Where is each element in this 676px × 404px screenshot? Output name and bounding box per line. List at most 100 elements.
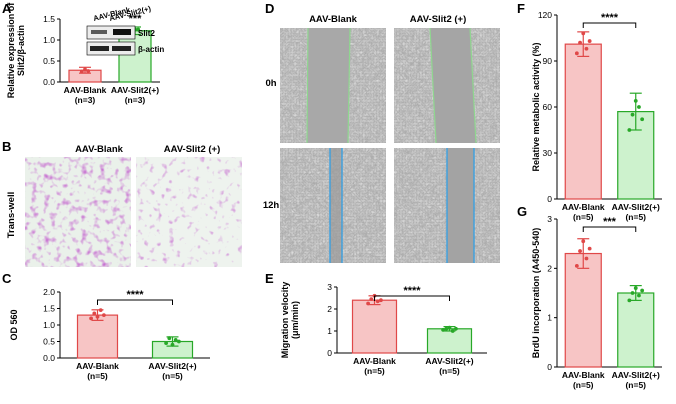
wound-edge <box>469 27 477 144</box>
blot-band-label: Slit2 <box>138 29 155 38</box>
significance-label: *** <box>603 216 617 228</box>
data-point <box>89 316 93 321</box>
bar <box>426 328 473 354</box>
y-tick-label: 1 <box>547 313 552 323</box>
y-tick-label: 90 <box>543 56 553 66</box>
transwell-row-label: Trans-well <box>6 192 17 238</box>
y-tick-label: 0 <box>327 348 332 358</box>
category-label: AAV-Slit2(+) (n=5) <box>148 361 196 381</box>
blot-band <box>112 46 131 51</box>
significance-label: *** <box>129 13 143 25</box>
y-tick-label: 2 <box>547 263 552 273</box>
western-blot-inset: AAV-Blank AAV-Slit2(+) Slit2 β-actin <box>86 4 164 56</box>
y-tick-label: 120 <box>538 10 552 20</box>
category-label: AAV-Blank (n=5) <box>562 202 605 222</box>
transwell-images: AAV-Blank AAV-Slit2 (+) Trans-well <box>6 144 242 267</box>
y-axis-label: Migration velocity(μm/min) <box>280 282 300 359</box>
y-tick-label: 0.5 <box>43 56 55 66</box>
blot-band-label: β-actin <box>138 45 164 54</box>
data-point <box>633 98 638 103</box>
category-label: AAV-Blank (n=5) <box>76 361 119 381</box>
chart-c: 0.0 0.5 1.0 1.5 2.0 OD 560 AAV-Blank (n=5) AAV-S… <box>9 287 210 381</box>
category-label: AAV-Blank (n=5) <box>562 370 605 390</box>
data-point <box>92 311 97 316</box>
y-axis-label: BrdU incorporation (A450-540) <box>531 228 541 359</box>
data-point <box>79 69 84 74</box>
chart-e: 0 1 2 3 Migration velocity(μm/min) AAV-Blank(… <box>280 282 487 376</box>
bar <box>351 299 398 354</box>
bar <box>564 43 602 200</box>
data-point <box>630 112 635 117</box>
y-tick-label: 2.0 <box>43 287 55 297</box>
y-tick-label: 1.0 <box>43 320 55 330</box>
data-point <box>177 339 181 344</box>
data-point <box>574 51 579 56</box>
significance-label: **** <box>403 285 421 297</box>
transwell-cells-blank <box>25 157 131 267</box>
y-axis-label: OD 560 <box>9 309 19 340</box>
scratch-gap <box>330 148 342 263</box>
data-point <box>578 40 582 45</box>
category-label: AAV-Slit2(+) (n=5) <box>425 356 473 376</box>
significance-bracket <box>582 226 637 232</box>
significance-bracket <box>97 299 173 305</box>
data-point <box>637 105 641 109</box>
chart-f: 0 30 60 90 120 Relative metabolic activity (%… <box>531 10 662 222</box>
scratch-header: AAV-Blank <box>309 14 358 25</box>
data-point <box>167 336 172 341</box>
scratch-row-label: 0h <box>265 78 276 89</box>
bar <box>76 314 119 359</box>
data-point <box>584 46 589 51</box>
data-point <box>444 326 449 331</box>
category-label: AAV-Slit2(+) (n=5) <box>612 202 660 222</box>
y-axis-label: Relative expression ofSlit2/β-actin <box>6 2 26 99</box>
wound-edge <box>347 27 351 144</box>
category-label: AAV-Slit2(+) (n=3) <box>111 85 159 105</box>
scratch-gap <box>430 28 476 143</box>
data-point <box>637 293 641 298</box>
significance-label: **** <box>126 289 144 301</box>
scratch-images: AAV-Blank AAV-Slit2 (+) 0h 12h <box>263 14 500 263</box>
y-tick-label: 1.0 <box>43 35 55 45</box>
y-tick-label: 30 <box>543 148 553 158</box>
transwell-cells-slit2 <box>136 157 242 267</box>
category-label: AAV-Blank (n=5) <box>353 356 396 376</box>
data-point <box>640 117 645 122</box>
y-tick-label: 0 <box>547 362 552 372</box>
panel-label-f: F <box>517 1 525 16</box>
data-point <box>102 313 106 317</box>
data-point <box>447 325 452 330</box>
data-point <box>164 341 169 346</box>
scratch-header: AAV-Slit2 (+) <box>410 14 467 25</box>
panel-label-c: C <box>2 271 12 286</box>
blot-band <box>91 30 107 34</box>
panel-label-a: A <box>2 1 12 16</box>
data-point <box>173 337 178 342</box>
data-point <box>95 314 100 319</box>
y-tick-label: 1.5 <box>43 14 55 24</box>
data-point <box>584 256 589 261</box>
data-point <box>379 298 383 303</box>
chart-g: 0 1 2 3 BrdU incorporation (A450-540) AAV-Bla… <box>531 214 662 390</box>
y-tick-label: 0.0 <box>43 353 55 363</box>
data-point <box>454 326 458 331</box>
data-point <box>581 239 586 244</box>
data-point <box>633 286 638 290</box>
y-tick-label: 1.5 <box>43 304 55 314</box>
y-tick-label: 0 <box>547 194 552 204</box>
panel-label-g: G <box>517 204 527 219</box>
bar <box>564 252 602 368</box>
data-point <box>441 328 445 332</box>
data-point <box>170 342 175 347</box>
scratch-row-label: 12h <box>263 200 280 211</box>
category-label: AAV-Slit2(+) (n=5) <box>612 370 660 390</box>
y-tick-label: 1 <box>327 326 332 336</box>
y-axis-label: Relative metabolic activity (%) <box>531 42 541 171</box>
transwell-header: AAV-Slit2 (+) <box>164 144 221 155</box>
category-label: AAV-Blank (n=3) <box>64 85 107 105</box>
data-point <box>375 299 380 304</box>
wound-edge <box>429 27 437 144</box>
data-point <box>98 308 103 313</box>
data-point <box>366 301 370 306</box>
